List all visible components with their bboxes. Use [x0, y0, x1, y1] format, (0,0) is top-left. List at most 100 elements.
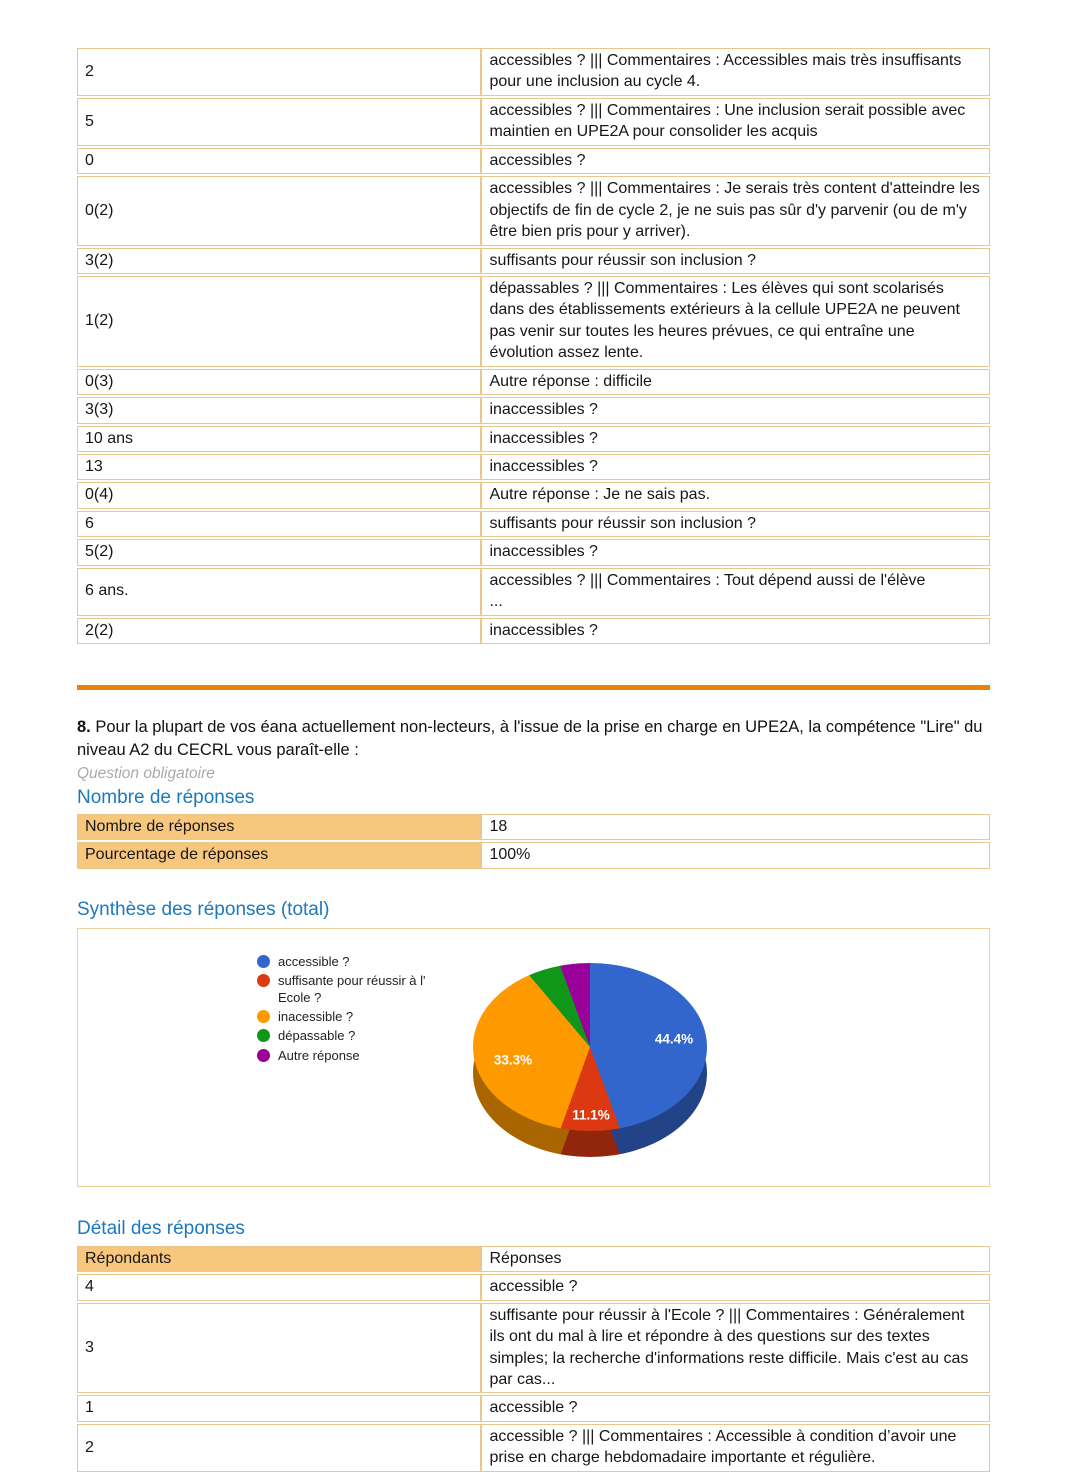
response-cell: Autre réponse : difficile	[481, 368, 990, 396]
table-row: Nombre de réponses 18	[77, 813, 990, 841]
count-value-cell: 100%	[481, 842, 990, 869]
response-cell: inaccessibles ?	[481, 539, 990, 566]
respondent-cell: 3(2)	[77, 247, 482, 274]
legend-swatch-icon	[257, 1029, 270, 1043]
pie-datalabel: 33.3%	[493, 1052, 533, 1068]
legend-item: accessible ?	[257, 953, 432, 970]
legend-label: dépassable ?	[278, 1028, 356, 1044]
table-row: 0 accessibles ?	[77, 147, 990, 175]
top-margin	[77, 0, 990, 46]
legend-item: Autre réponse	[257, 1047, 432, 1064]
respondent-cell: 1	[77, 1395, 482, 1422]
table-row: 1(2) dépassables ? ||| Commentaires : Les…	[77, 275, 990, 367]
respondent-cell: 10 ans	[77, 425, 482, 452]
table-row: 5(2) inaccessibles ?	[77, 539, 990, 566]
table-row: 2 accessibles ? ||| Commentaires : Access…	[77, 48, 990, 96]
legend-label: accessible ?	[278, 953, 350, 969]
previous-question-responses-table: 2 accessibles ? ||| Commentaires : Access…	[77, 46, 990, 646]
response-cell: dépassables ? ||| Commentaires : Les élè…	[481, 275, 990, 367]
table-row: 6 suffisants pour réussir son inclusion ?	[77, 510, 990, 538]
response-cell: accessible ?	[481, 1395, 990, 1422]
respondent-cell: 0	[77, 147, 482, 175]
respondent-cell: 5(2)	[77, 539, 482, 566]
count-label-cell: Pourcentage de réponses	[77, 842, 482, 869]
detail-col-responses: Réponses	[481, 1245, 990, 1273]
count-label-cell: Nombre de réponses	[77, 813, 482, 841]
detail-table: Répondants Réponses 4 accessible ? 3 suffis…	[77, 1244, 990, 1474]
response-cell: accessibles ? ||| Commentaires : Je sera…	[481, 176, 990, 246]
counts-table: Nombre de réponses 18 Pourcentage de rép…	[77, 812, 990, 871]
respondent-cell: 6	[77, 510, 482, 538]
legend-item: dépassable ?	[257, 1027, 432, 1044]
question-text: Pour la plupart de vos éana actuellement…	[77, 718, 983, 760]
legend-label: Autre réponse	[278, 1047, 360, 1063]
response-cell: accessibles ? ||| Commentaires : Accessi…	[481, 48, 990, 96]
response-cell: suffisants pour réussir son inclusion ?	[481, 510, 990, 538]
table-row: 10 ans inaccessibles ?	[77, 425, 990, 452]
respondent-cell: 2	[77, 48, 482, 96]
response-cell: inaccessibles ?	[481, 397, 990, 424]
count-value-cell: 18	[481, 813, 990, 841]
legend-label: inacessible ?	[278, 1009, 354, 1025]
response-cell: accessible ? ||| Commentaires : Accessib…	[481, 1423, 990, 1472]
response-cell: inaccessibles ?	[481, 425, 990, 452]
pie-datalabel: 44.4%	[654, 1031, 694, 1047]
response-cell: suffisante pour réussir à l'Ecole ? ||| …	[481, 1302, 990, 1394]
legend-swatch-icon	[257, 954, 270, 968]
respondent-cell: 0(2)	[77, 176, 482, 246]
respondent-cell: 1(2)	[77, 275, 482, 367]
respondent-cell: 3(3)	[77, 397, 482, 424]
table-row: 4 accessible ?	[77, 1274, 990, 1301]
legend-label: suffisante pour réussir à l' Ecole ?	[278, 972, 426, 1006]
table-row: 3(2) suffisants pour réussir son inclusio…	[77, 247, 990, 274]
respondent-cell: 2(2)	[77, 617, 482, 645]
respondent-cell: 3	[77, 1302, 482, 1394]
respondent-cell: 13	[77, 454, 482, 481]
detail-header-row: Répondants Réponses	[77, 1245, 990, 1273]
table-row: Pourcentage de réponses 100%	[77, 842, 990, 869]
legend-swatch-icon	[257, 973, 270, 987]
response-cell: suffisants pour réussir son inclusion ?	[481, 247, 990, 274]
table-row: 5 accessibles ? ||| Commentaires : Une in…	[77, 97, 990, 146]
question-title: 8. Pour la plupart de vos éana actuellem…	[77, 716, 990, 763]
legend-item: suffisante pour réussir à l' Ecole ?	[257, 972, 432, 1006]
chart-panel: accessible ? suffisante pour réussir à l'…	[77, 927, 990, 1187]
respondent-cell: 0(4)	[77, 482, 482, 509]
response-cell: accessibles ? ||| Commentaires : Une inc…	[481, 97, 990, 146]
chart-legend: accessible ? suffisante pour réussir à l'…	[257, 953, 432, 1066]
table-row: 2(2) inaccessibles ?	[77, 617, 990, 645]
respondent-cell: 4	[77, 1274, 482, 1301]
table-row: 0(3) Autre réponse : difficile	[77, 368, 990, 396]
question-number: 8.	[77, 718, 91, 737]
respondent-cell: 6 ans.	[77, 567, 482, 616]
section-divider	[77, 685, 990, 691]
respondent-cell: 2	[77, 1423, 482, 1472]
pie-datalabel: 11.1%	[572, 1107, 610, 1123]
table-row: 0(4) Autre réponse : Je ne sais pas.	[77, 482, 990, 509]
table-row: 13 inaccessibles ?	[77, 454, 990, 481]
detail-col-respondents: Répondants	[77, 1245, 482, 1273]
respondent-cell: 5	[77, 97, 482, 146]
pie-3d-top	[473, 962, 707, 1131]
legend-swatch-icon	[257, 1048, 270, 1062]
synthesis-heading: Synthèse des réponses (total)	[77, 898, 330, 920]
response-cell: accessibles ? ||| Commentaires : Tout dé…	[481, 567, 990, 616]
table-row: 0(2) accessibles ? ||| Commentaires : Je …	[77, 176, 990, 246]
table-row: 3(3) inaccessibles ?	[77, 397, 990, 424]
table-row: 3 suffisante pour réussir à l'Ecole ? |||…	[77, 1302, 990, 1394]
table-row: 1 accessible ?	[77, 1395, 990, 1422]
response-cell: inaccessibles ?	[481, 617, 990, 645]
respondent-cell: 0(3)	[77, 368, 482, 396]
legend-item: inacessible ?	[257, 1008, 432, 1025]
pie-chart: 44.4% 33.3% 11.1%	[473, 962, 707, 1163]
response-cell: accessibles ?	[481, 147, 990, 175]
response-cell: inaccessibles ?	[481, 454, 990, 481]
response-cell: accessible ?	[481, 1274, 990, 1301]
required-note: Question obligatoire	[77, 764, 215, 782]
report-page: 2 accessibles ? ||| Commentaires : Access…	[77, 0, 990, 1474]
detail-heading: Détail des réponses	[77, 1217, 245, 1239]
table-row: 2 accessible ? ||| Commentaires : Accessi…	[77, 1423, 990, 1472]
table-row: 6 ans. accessibles ? ||| Commentaires : T…	[77, 567, 990, 616]
response-cell: Autre réponse : Je ne sais pas.	[481, 482, 990, 509]
counts-heading: Nombre de réponses	[77, 786, 255, 808]
